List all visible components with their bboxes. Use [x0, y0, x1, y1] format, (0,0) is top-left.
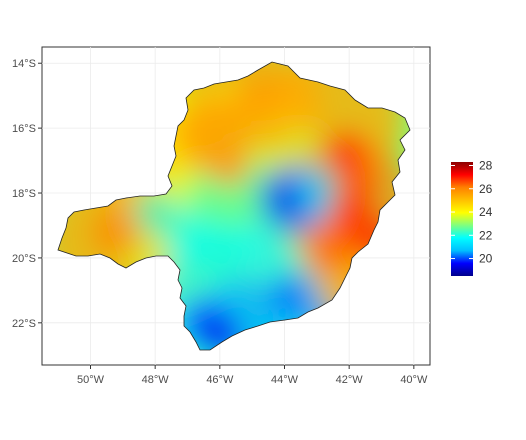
field-patch: [305, 223, 355, 273]
x-tick-label: 48°W: [142, 374, 170, 386]
state-boundary: [57, 61, 411, 351]
x-axis: 50°W 48°W 46°W 44°W 42°W 40°W: [77, 365, 428, 386]
field-patch: [289, 165, 345, 221]
x-tick-label: 40°W: [400, 374, 428, 386]
x-tick-label: 46°W: [206, 374, 234, 386]
field-patch: [235, 218, 302, 285]
legend: 28 26 24 22 20: [451, 158, 493, 276]
x-tick-label: 42°W: [336, 374, 364, 386]
legend-tick-label: 20: [479, 252, 493, 266]
field-patch: [210, 147, 249, 187]
field-patch: [233, 70, 284, 121]
field-patch: [91, 207, 142, 257]
legend-tick-label: 22: [479, 228, 493, 242]
legend-colorbar: [451, 162, 473, 276]
y-tick-label: 16°S: [12, 123, 36, 135]
y-tick-label: 22°S: [12, 318, 36, 330]
field-patch: [189, 221, 251, 282]
y-tick-label: 14°S: [12, 58, 36, 70]
legend-tick-label: 28: [479, 158, 493, 172]
legend-tick-label: 24: [479, 205, 493, 219]
field-patch: [133, 190, 178, 235]
y-tick-label: 18°S: [12, 188, 36, 200]
legend-ticks: 28 26 24 22 20: [451, 158, 493, 266]
legend-tick-label: 26: [479, 182, 493, 196]
x-tick-label: 50°W: [77, 374, 105, 386]
y-tick-label: 20°S: [12, 253, 36, 265]
map-panel: [41, 46, 431, 366]
x-tick-label: 44°W: [271, 374, 299, 386]
y-axis: 14°S 16°S 18°S 20°S 22°S: [12, 58, 42, 330]
field-patch: [268, 274, 313, 319]
